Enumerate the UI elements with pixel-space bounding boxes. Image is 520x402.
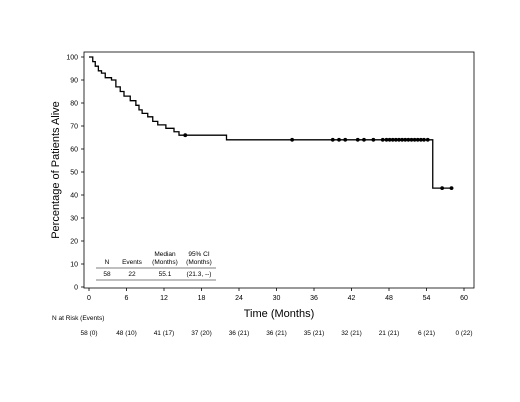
censor-point <box>415 137 420 142</box>
censor-point <box>343 137 348 142</box>
censor-point <box>390 137 395 142</box>
censor-point <box>355 137 360 142</box>
x-tick-label: 0 <box>87 295 91 302</box>
summary-value: 55.1 <box>159 271 172 278</box>
censor-point <box>330 137 335 142</box>
censor-point <box>418 137 423 142</box>
risk-table: 58 (0) 48 (10) 41 (17) 37 (20) 36 (21) 36 (21… <box>81 330 473 337</box>
y-tick-label: 0 <box>74 284 78 291</box>
summary-header: (Months) <box>186 259 212 266</box>
x-tick-label: 12 <box>160 295 168 302</box>
risk-count: 37 (20) <box>191 330 212 337</box>
risk-count: 32 (21) <box>341 330 362 337</box>
y-tick-label: 10 <box>70 261 78 268</box>
x-tick-label: 54 <box>423 295 431 302</box>
censor-point <box>362 137 366 142</box>
censor-point <box>449 186 454 191</box>
censor-point <box>183 133 188 138</box>
censor-point <box>337 137 341 142</box>
x-tick-label: 30 <box>273 295 281 302</box>
y-tick-label: 40 <box>70 192 78 199</box>
x-axis: 0 6 12 18 24 30 36 42 48 54 60 <box>87 288 468 302</box>
x-tick-label: 36 <box>310 295 318 302</box>
censor-point <box>406 137 411 142</box>
risk-count: 6 (21) <box>418 330 435 337</box>
risk-count: 21 (21) <box>379 330 400 337</box>
y-axis-title: Percentage of Patients Alive <box>50 101 62 239</box>
risk-table-label: N at Risk (Events) <box>52 315 104 322</box>
risk-count: 48 (10) <box>116 330 137 337</box>
censor-point <box>425 137 430 142</box>
censor-point <box>440 186 445 191</box>
summary-header: Median <box>154 251 176 258</box>
risk-count: 36 (21) <box>266 330 287 337</box>
summary-header: 95% CI <box>188 251 210 258</box>
x-tick-label: 24 <box>235 295 243 302</box>
summary-value: (21.3, --) <box>187 271 212 278</box>
risk-count: 36 (21) <box>229 330 250 337</box>
censor-marks <box>183 133 454 191</box>
x-axis-title: Time (Months) <box>244 308 315 320</box>
censor-point <box>290 137 295 142</box>
summary-header: N <box>105 259 110 266</box>
summary-header: Events <box>122 259 143 266</box>
x-tick-label: 42 <box>348 295 356 302</box>
censor-point <box>371 137 376 142</box>
summary-value: 22 <box>128 271 136 278</box>
censor-point <box>403 137 408 142</box>
censor-point <box>384 137 389 142</box>
x-tick-label: 60 <box>460 295 468 302</box>
censor-point <box>400 137 405 142</box>
y-tick-label: 50 <box>70 169 78 176</box>
summary-header: (Months) <box>152 259 178 266</box>
censor-point <box>393 137 398 142</box>
censor-point <box>412 137 417 142</box>
censor-point <box>387 137 392 142</box>
y-tick-label: 90 <box>70 77 78 84</box>
censor-point <box>409 137 414 142</box>
y-axis: 0 10 20 30 40 50 60 70 80 90 100 <box>66 54 84 291</box>
x-tick-label: 6 <box>125 295 129 302</box>
censor-point <box>380 137 385 142</box>
censor-point <box>397 137 401 142</box>
risk-count: 41 (17) <box>154 330 175 337</box>
x-tick-label: 48 <box>385 295 393 302</box>
y-tick-label: 70 <box>70 123 78 130</box>
summary-value: 58 <box>103 271 111 278</box>
y-tick-label: 20 <box>70 238 78 245</box>
y-tick-label: 30 <box>70 215 78 222</box>
risk-count: 0 (22) <box>456 330 473 337</box>
y-tick-label: 60 <box>70 146 78 153</box>
y-tick-label: 100 <box>66 54 78 61</box>
y-tick-label: 80 <box>70 100 78 107</box>
survival-curve <box>89 56 454 189</box>
plot-frame <box>83 51 475 289</box>
risk-count: 35 (21) <box>304 330 325 337</box>
x-tick-label: 18 <box>198 295 206 302</box>
censor-point <box>422 137 426 142</box>
survival-step-line <box>89 56 454 189</box>
risk-count: 58 (0) <box>81 330 98 337</box>
